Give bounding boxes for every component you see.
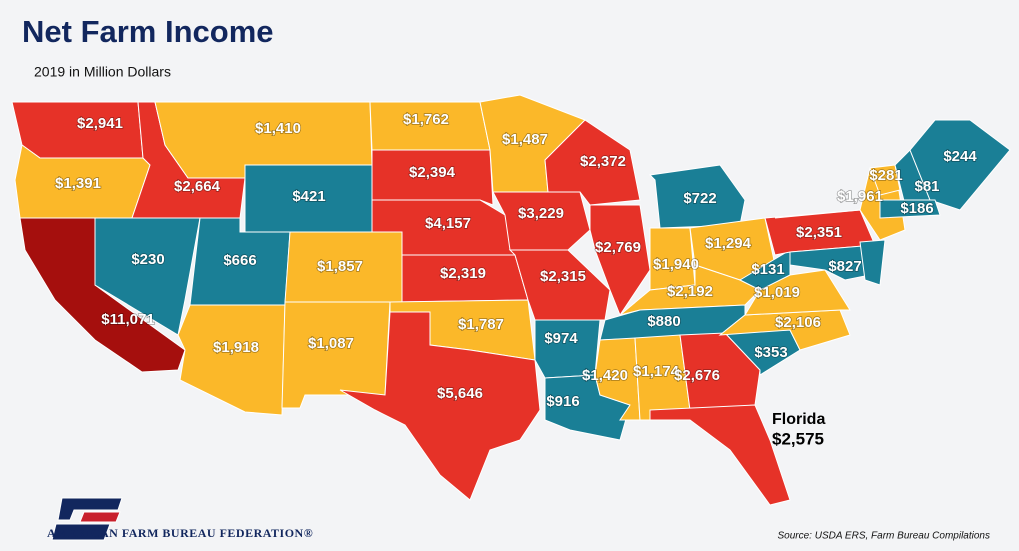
state-shape xyxy=(774,164,906,241)
value-label: $1,918 xyxy=(213,339,259,356)
value-label: $1,787 xyxy=(458,316,504,333)
state-shape xyxy=(371,149,494,206)
value-label: $186 xyxy=(900,200,933,217)
subtitle: 2019 in Million Dollars xyxy=(34,64,171,80)
state-shape xyxy=(649,404,791,506)
value-label: $2,372 xyxy=(580,153,626,170)
state-shape xyxy=(339,311,541,501)
state-shape xyxy=(859,239,886,286)
value-label: $2,351 xyxy=(796,224,842,241)
value-label: $2,106 xyxy=(775,314,821,331)
state-shape xyxy=(869,164,901,196)
value-label: $1,857 xyxy=(317,258,363,275)
value-label: $2,941 xyxy=(77,115,123,132)
value-label: $2,319 xyxy=(440,265,486,282)
logo-mark xyxy=(79,511,121,523)
logo-mark xyxy=(57,497,123,521)
value-label: $81 xyxy=(914,178,939,195)
value-label: $1,019 xyxy=(754,284,800,301)
value-label: $2,664 xyxy=(174,178,221,195)
value-label: $3,229 xyxy=(518,205,564,222)
value-label: $4,157 xyxy=(425,215,471,232)
value-label: $353 xyxy=(754,344,787,361)
value-label: $2,192 xyxy=(667,283,713,300)
value-label: $1,762 xyxy=(403,111,449,128)
value-label: $722 xyxy=(683,190,716,207)
value-label: $1,294 xyxy=(705,235,752,252)
value-label: $974 xyxy=(544,330,578,347)
value-label: $11,071 xyxy=(101,311,154,328)
value-label: $666 xyxy=(223,252,256,269)
value-label: $916 xyxy=(546,393,579,410)
title: Net Farm Income xyxy=(22,14,274,49)
value-label: $281 xyxy=(869,167,902,184)
value-label: $1,961 xyxy=(837,188,883,205)
state-shape xyxy=(589,204,651,317)
value-label: $2,676 xyxy=(674,367,720,384)
value-label: $1,487 xyxy=(502,131,548,148)
value-label: $1,087 xyxy=(308,335,354,352)
source: Source: USDA ERS, Farm Bureau Compilatio… xyxy=(778,531,991,542)
organization: AMERICAN FARM BUREAU FEDERATION® xyxy=(47,526,313,540)
logo xyxy=(51,497,123,541)
value-label: $2,315 xyxy=(540,268,586,285)
state-shape xyxy=(879,199,941,219)
value-label: $244 xyxy=(943,148,977,165)
value-label: $880 xyxy=(647,313,680,330)
logo-mark xyxy=(51,523,111,541)
value-label: $2,769 xyxy=(595,239,641,256)
value-label: $827 xyxy=(828,258,861,275)
value-label: $1,410 xyxy=(255,120,301,137)
callout-value: $2,575 xyxy=(772,429,824,448)
callout-name: Florida xyxy=(772,411,825,428)
value-label: $230 xyxy=(131,251,164,268)
value-label: $2,394 xyxy=(409,164,456,181)
value-label: $131 xyxy=(751,261,784,278)
value-label: $1,420 xyxy=(582,367,628,384)
value-label: $1,940 xyxy=(653,256,699,273)
state-shape xyxy=(281,301,391,409)
states xyxy=(11,94,1011,506)
value-label: $1,174 xyxy=(633,363,680,380)
value-label: $5,646 xyxy=(437,385,483,402)
value-label: $421 xyxy=(292,188,325,205)
state-shape xyxy=(544,119,641,206)
value-label: $1,391 xyxy=(55,175,101,192)
